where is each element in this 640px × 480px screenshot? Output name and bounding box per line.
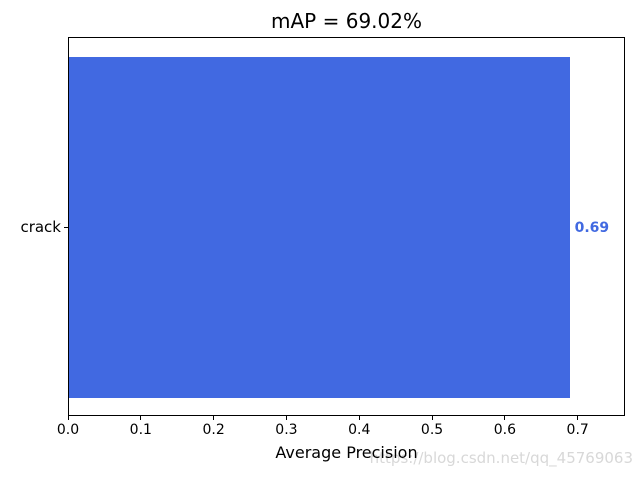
y-tick-mark (64, 227, 68, 228)
y-tick-label-crack: crack (20, 218, 61, 236)
x-tick-mark (67, 416, 69, 420)
x-tick-label: 0.3 (275, 422, 298, 438)
x-tick-mark (504, 416, 506, 420)
plot-area: 0.69 (68, 37, 625, 416)
x-axis-label: Average Precision (275, 443, 418, 462)
x-tick-label: 0.4 (348, 422, 371, 438)
x-tick-mark (358, 416, 360, 420)
x-tick-label: 0.5 (420, 422, 444, 438)
x-tick-label: 0.2 (202, 422, 225, 438)
x-tick-mark (577, 416, 579, 420)
x-tick-label: 0.6 (493, 422, 516, 438)
x-tick-mark (431, 416, 433, 420)
x-axis-ticks: 0.0 0.1 0.2 0.3 0.4 0.5 0.6 0.7 (57, 416, 625, 446)
x-tick-mark (140, 416, 142, 420)
bar-row: 0.69 (69, 57, 624, 398)
x-tick-mark (213, 416, 215, 420)
bar-value-label: 0.69 (574, 219, 610, 236)
x-tick-label: 0.0 (56, 422, 80, 438)
x-tick-mark (285, 416, 287, 420)
x-tick-label: 0.7 (566, 422, 589, 438)
chart-title: mAP = 69.02% (271, 9, 422, 33)
x-tick-label: 0.1 (129, 422, 152, 438)
bar-crack (69, 57, 570, 398)
watermark-text: https://blog.csdn.net/qq_45769063 (369, 449, 633, 467)
